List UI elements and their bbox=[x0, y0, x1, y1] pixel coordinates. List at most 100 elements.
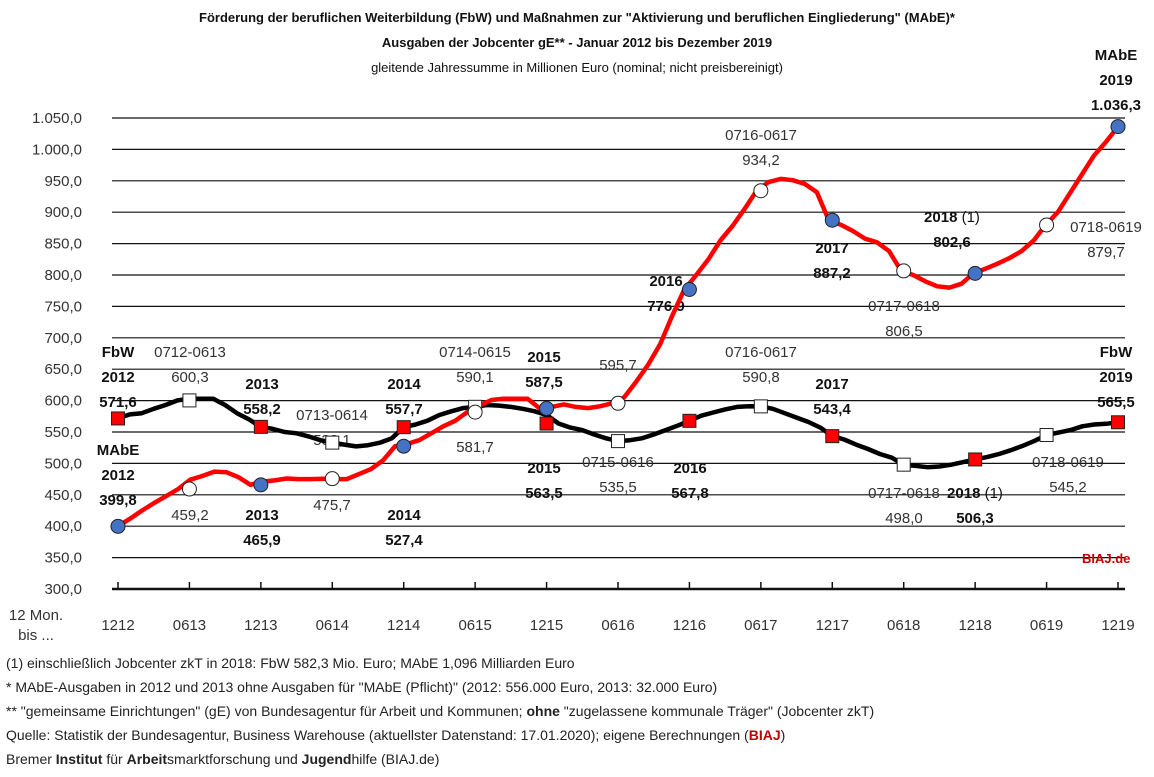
x-tick-label: 0617 bbox=[744, 617, 777, 634]
fbw-marker bbox=[182, 393, 197, 408]
label-value: 543,4 bbox=[813, 401, 851, 418]
label-value: 557,7 bbox=[385, 401, 423, 418]
fbw-marker bbox=[682, 413, 697, 428]
data-label-fbw: 2014 557,7 bbox=[385, 376, 423, 418]
x-tick-label: 1218 bbox=[958, 617, 991, 634]
mabe-marker bbox=[539, 400, 555, 416]
label-period: 2012 bbox=[101, 467, 134, 484]
y-tick-label: 600,0 bbox=[44, 393, 82, 410]
mabe-marker bbox=[753, 183, 769, 199]
y-tick-label: 800,0 bbox=[44, 267, 82, 284]
label-value: 595,7 bbox=[599, 357, 637, 374]
data-label-fbw: 0718-0619 545,2 bbox=[1032, 454, 1104, 496]
y-tick-label: 1.000,0 bbox=[32, 141, 82, 158]
mabe-marker bbox=[324, 471, 340, 487]
data-label-mabe: 2015 587,5 bbox=[525, 349, 563, 391]
x-tick-label: 0616 bbox=[601, 617, 634, 634]
label-period: 0715-0616 bbox=[582, 454, 654, 471]
label-series-name: FbW bbox=[102, 344, 135, 361]
x-tick-label: 1216 bbox=[673, 617, 706, 634]
label-value: 571,6 bbox=[99, 394, 137, 411]
label-period: 2013 bbox=[245, 507, 278, 524]
data-label-fbw: 2015 563,5 bbox=[525, 460, 563, 502]
fbw-marker bbox=[753, 399, 768, 414]
inst-t7: hilfe (BIAJ.de) bbox=[351, 751, 440, 767]
fbw-marker bbox=[968, 452, 983, 467]
mabe-marker bbox=[110, 518, 126, 534]
fbw-marker bbox=[111, 411, 125, 426]
fbw-marker bbox=[325, 435, 340, 450]
data-label-mabe: 2013 465,9 bbox=[243, 507, 281, 549]
x-tick-label: 1213 bbox=[244, 617, 277, 634]
x-axis: 1212 0613 1213 0614 1214 0615 1215 0616 1216 0617… bbox=[101, 582, 1135, 634]
data-label-mabe: 581,7 bbox=[456, 439, 494, 456]
label-value: 567,8 bbox=[671, 485, 709, 502]
label-value: 558,2 bbox=[243, 401, 281, 418]
label-value: 399,8 bbox=[99, 492, 137, 509]
data-label-mabe: MAbE 2019 1.036,3 bbox=[1091, 47, 1141, 114]
data-labels: FbW 2012 571,6 0712-0613 600,3 2013 558,2 0713-… bbox=[97, 47, 1142, 549]
inst-t2: Institut bbox=[55, 751, 103, 767]
y-tick-label: 900,0 bbox=[44, 204, 82, 221]
y-tick-label: 400,0 bbox=[44, 518, 82, 535]
fbw-marker bbox=[1039, 428, 1054, 443]
fbw-marker bbox=[825, 429, 840, 444]
mabe-marker bbox=[1039, 217, 1055, 233]
data-label-mabe: 595,7 bbox=[599, 357, 637, 374]
x-tick-label: 1219 bbox=[1101, 617, 1134, 634]
label-period: 2019 bbox=[1099, 72, 1132, 89]
fbw-marker bbox=[539, 416, 554, 431]
data-label-mabe: 459,2 bbox=[171, 507, 209, 524]
label-period: 2017 bbox=[815, 240, 848, 257]
y-tick-label: 450,0 bbox=[44, 487, 82, 504]
footnote-3-text-end: "zugelassene kommunale Träger" (Jobcente… bbox=[559, 703, 875, 719]
label-period: 2018 (1) bbox=[924, 209, 980, 226]
label-value: 587,5 bbox=[525, 374, 563, 391]
inst-t5: smarktforschung und bbox=[167, 751, 302, 767]
data-label-fbw: 2017 543,4 bbox=[813, 376, 851, 418]
label-period: 0718-0619 bbox=[1070, 219, 1142, 236]
data-label-mabe: 0717-0618 806,5 bbox=[868, 298, 940, 340]
mabe-marker bbox=[467, 404, 483, 420]
label-value: 527,4 bbox=[385, 532, 423, 549]
fbw-marker bbox=[896, 457, 911, 472]
x-tick-label: 1214 bbox=[387, 617, 420, 634]
source-text-end: ) bbox=[780, 727, 786, 743]
inst-t6: Jugend bbox=[301, 751, 352, 767]
data-label-fbw: 2018 (1) 506,3 bbox=[947, 485, 1003, 527]
y-tick-label: 300,0 bbox=[44, 581, 82, 598]
x-tick-label: 0614 bbox=[316, 617, 349, 634]
label-period: 2015 bbox=[527, 349, 560, 366]
footnote-institute: Bremer Institut für Arbeitsmarktforschun… bbox=[6, 751, 439, 767]
footnote-3-bold: ohne bbox=[526, 703, 560, 719]
label-value: 535,5 bbox=[599, 479, 637, 496]
fbw-marker bbox=[253, 419, 268, 434]
label-period: 0713-0614 bbox=[296, 407, 368, 424]
footnote-3: ** "gemeinsame Einrichtungen" (gE) von B… bbox=[6, 703, 874, 719]
label-period: 2018 (1) bbox=[947, 485, 1003, 502]
mabe-marker bbox=[396, 438, 412, 454]
label-value: 459,2 bbox=[171, 507, 209, 524]
y-tick-label: 550,0 bbox=[44, 424, 82, 441]
line-chart: 300,0 350,0 400,0 450,0 500,0 550,0 600,0 650,0… bbox=[9, 47, 1142, 644]
y-tick-label: 700,0 bbox=[44, 330, 82, 347]
mabe-marker bbox=[681, 282, 697, 298]
label-value: 590,8 bbox=[742, 369, 780, 386]
label-period: 0716-0617 bbox=[725, 344, 797, 361]
label-value: 1.036,3 bbox=[1091, 97, 1141, 114]
chart-subtitle: Ausgaben der Jobcenter gE** - Januar 201… bbox=[381, 35, 773, 50]
data-label-fbw: 2013 558,2 bbox=[243, 376, 281, 418]
label-value: 590,1 bbox=[456, 369, 494, 386]
label-period: 2016 bbox=[649, 273, 682, 290]
label-value: 802,6 bbox=[933, 234, 971, 251]
data-label-mabe: 475,7 bbox=[313, 497, 351, 514]
footnote-source: Quelle: Statistik der Bundesagentur, Bus… bbox=[6, 727, 785, 743]
data-label-fbw: 0714-0615 590,1 bbox=[439, 344, 511, 386]
data-label-fbw: 0716-0617 590,8 bbox=[725, 344, 797, 386]
y-tick-label: 500,0 bbox=[44, 455, 82, 472]
data-label-fbw: FbW 2019 565,5 bbox=[1097, 344, 1135, 411]
label-value: 600,3 bbox=[171, 369, 209, 386]
label-value: 475,7 bbox=[313, 497, 351, 514]
footnote-1: (1) einschließlich Jobcenter zkT in 2018… bbox=[6, 655, 575, 671]
